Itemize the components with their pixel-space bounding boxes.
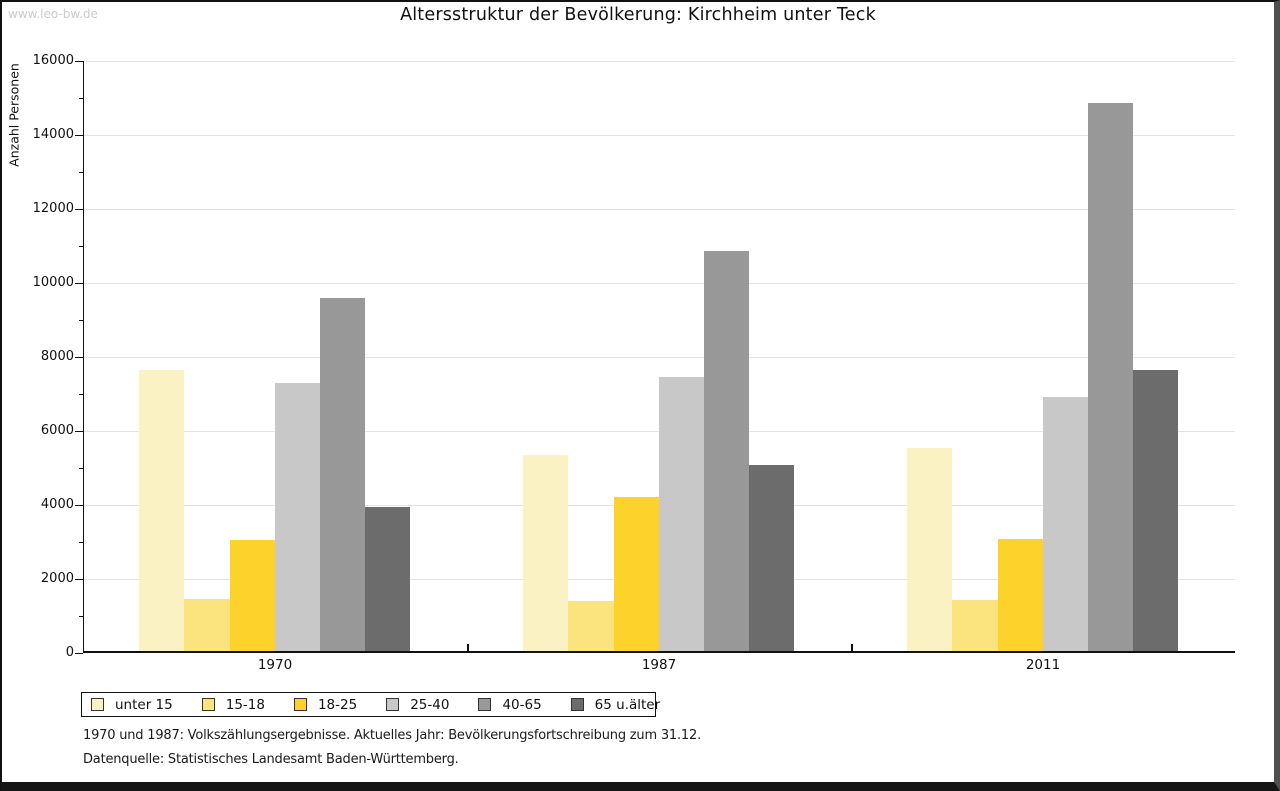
x-tick-label-1970: 1970 bbox=[257, 657, 293, 673]
chart-title: Altersstruktur der Bevölkerung: Kirchhei… bbox=[400, 5, 876, 25]
bar-1987-unter-15 bbox=[523, 454, 569, 651]
bar-1970-15-18 bbox=[184, 599, 230, 651]
bar-1970-unter-15 bbox=[139, 369, 185, 651]
legend-label: 15-18 bbox=[225, 696, 265, 713]
y-tick-label-2000: 2000 bbox=[40, 571, 74, 586]
y-minor-tick-9000 bbox=[79, 319, 83, 321]
y-major-tick-16000 bbox=[75, 60, 83, 62]
plot-area bbox=[83, 61, 1235, 653]
bar-2011-40-65 bbox=[1088, 103, 1134, 651]
legend-swatch-icon bbox=[570, 698, 584, 711]
bar-2011-65-u-lter bbox=[1133, 369, 1179, 651]
y-major-tick-2000 bbox=[75, 578, 83, 580]
y-major-tick-14000 bbox=[75, 134, 83, 136]
y-tick-label-10000: 10000 bbox=[32, 275, 74, 290]
legend-label: 25-40 bbox=[410, 696, 450, 713]
gridline-12000 bbox=[84, 209, 1235, 210]
bar-1987-40-65 bbox=[704, 251, 750, 651]
gridline-16000 bbox=[84, 61, 1235, 62]
gridline-14000 bbox=[84, 135, 1235, 136]
gridline-8000 bbox=[84, 357, 1235, 358]
y-major-tick-10000 bbox=[75, 282, 83, 284]
y-minor-tick-5000 bbox=[79, 467, 83, 469]
legend-label: 40-65 bbox=[502, 696, 542, 713]
legend-swatch-icon bbox=[91, 698, 104, 711]
legend-swatch-icon bbox=[478, 698, 492, 711]
watermark: www.leo-bw.de bbox=[8, 7, 98, 21]
bar-1970-18-25 bbox=[229, 540, 275, 651]
gridline-10000 bbox=[84, 283, 1235, 284]
legend-label: 65 u.älter bbox=[594, 696, 661, 713]
bar-1970-65-u-lter bbox=[365, 507, 411, 651]
y-tick-label-0: 0 bbox=[65, 645, 74, 660]
legend-label: unter 15 bbox=[115, 696, 173, 713]
y-major-tick-12000 bbox=[75, 208, 83, 210]
bar-1970-40-65 bbox=[320, 297, 366, 651]
x-tick-label-2011: 2011 bbox=[1025, 657, 1061, 673]
y-major-tick-4000 bbox=[75, 504, 83, 506]
y-minor-tick-11000 bbox=[79, 245, 83, 247]
footnote-datasource: Datenquelle: Statistisches Landesamt Bad… bbox=[83, 752, 459, 767]
bar-1987-25-40 bbox=[658, 377, 704, 651]
y-tick-label-6000: 6000 bbox=[40, 423, 74, 438]
legend-item-unter-15: unter 15 bbox=[91, 697, 173, 713]
x-boundary-tick-2 bbox=[851, 644, 853, 651]
legend-item-15-18: 15-18 bbox=[201, 696, 265, 713]
y-tick-label-16000: 16000 bbox=[32, 53, 74, 68]
legend-item-18-25: 18-25 bbox=[293, 696, 358, 713]
bar-2011-18-25 bbox=[997, 538, 1043, 651]
y-minor-tick-3000 bbox=[79, 541, 83, 543]
footnote-sources: 1970 und 1987: Volkszählungsergebnisse. … bbox=[83, 728, 702, 743]
bar-2011-25-40 bbox=[1042, 397, 1088, 651]
legend-swatch-icon bbox=[386, 698, 400, 711]
bar-1987-65-u-lter bbox=[749, 464, 795, 651]
y-minor-tick-1000 bbox=[79, 615, 83, 617]
y-tick-label-8000: 8000 bbox=[40, 349, 74, 364]
bar-1987-18-25 bbox=[613, 497, 659, 651]
y-major-tick-6000 bbox=[75, 430, 83, 432]
legend-item-25-40: 25-40 bbox=[386, 697, 449, 713]
legend: unter 15 15-18 18-25 25-40 40-65 65 u.älter bbox=[81, 692, 660, 717]
y-minor-tick-15000 bbox=[79, 97, 83, 99]
legend-item-65-u-lter: 65 u.älter bbox=[570, 696, 661, 713]
y-tick-label-12000: 12000 bbox=[32, 201, 74, 216]
y-minor-tick-13000 bbox=[79, 171, 83, 173]
legend-swatch-icon bbox=[201, 698, 215, 711]
legend-label: 18-25 bbox=[317, 696, 358, 713]
y-axis-label: Anzahl Personen bbox=[6, 63, 22, 167]
bar-2011-15-18 bbox=[952, 599, 998, 651]
y-minor-tick-7000 bbox=[79, 393, 83, 395]
y-tick-label-14000: 14000 bbox=[32, 127, 74, 142]
x-tick-label-1987: 1987 bbox=[641, 657, 677, 673]
y-tick-label-4000: 4000 bbox=[40, 497, 74, 512]
bar-1970-25-40 bbox=[274, 382, 320, 651]
y-major-tick-0 bbox=[75, 652, 83, 654]
bar-2011-unter-15 bbox=[907, 447, 953, 651]
legend-item-40-65: 40-65 bbox=[478, 696, 542, 713]
bar-1987-15-18 bbox=[568, 601, 614, 651]
x-boundary-tick-1 bbox=[467, 644, 469, 651]
legend-swatch-icon bbox=[293, 698, 307, 711]
y-major-tick-8000 bbox=[75, 356, 83, 358]
